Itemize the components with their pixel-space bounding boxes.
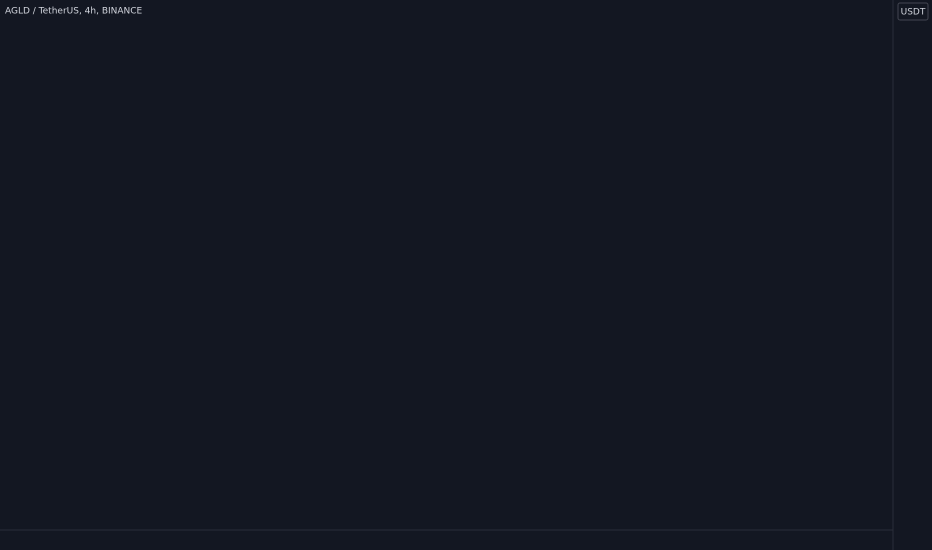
currency: USDT <box>901 8 926 18</box>
chart-title: AGLD / TetherUS, 4h, BINANCE <box>5 7 143 17</box>
currency-box[interactable] <box>897 2 929 21</box>
